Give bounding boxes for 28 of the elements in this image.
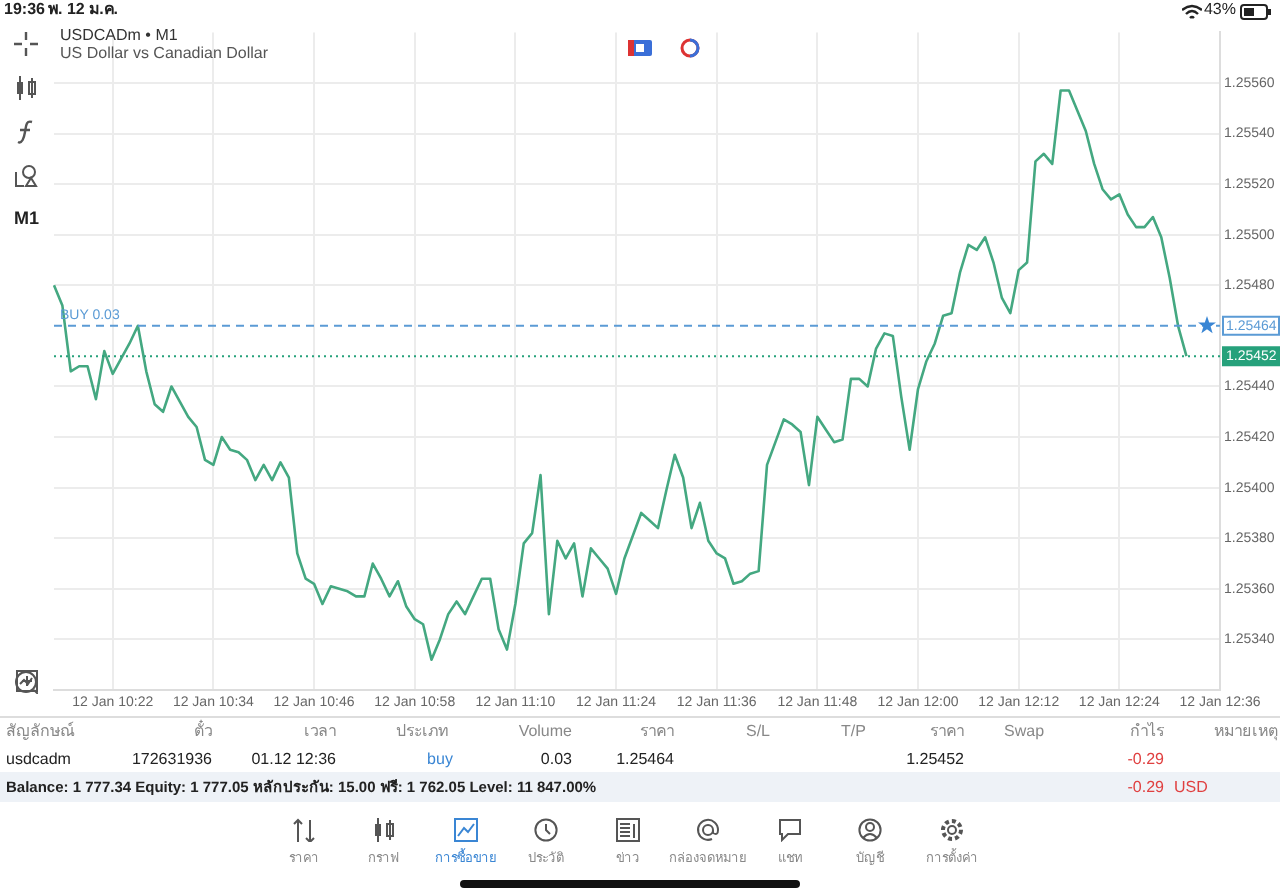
text: 0.03: [540, 750, 572, 770]
text: S/L: [745, 722, 770, 742]
chart-title: USDCADm • M1: [60, 26, 178, 46]
text: 1.25464: [616, 750, 674, 768]
text: -0.29: [1127, 750, 1164, 770]
text: ตั๋ว: [194, 722, 212, 742]
text: เวลา: [304, 722, 336, 742]
text: 1.25452: [906, 750, 964, 768]
text: กำไร: [1130, 722, 1164, 742]
text: US Dollar vs Canadian Dollar: [60, 44, 269, 64]
text: 172631936: [131, 750, 212, 770]
text: 19:36: [4, 0, 45, 20]
text: Swap: [1004, 722, 1045, 742]
text: USD: [1174, 778, 1208, 798]
text: หมายเหตุ: [1214, 722, 1278, 742]
text: ประเภท: [396, 722, 448, 742]
text: ราคา: [640, 722, 674, 742]
text: Volume: [518, 722, 572, 742]
text: M1: [14, 208, 40, 228]
text: -0.29: [1127, 778, 1164, 798]
text: T/P: [841, 722, 866, 742]
text: usdcadm: [6, 750, 71, 770]
text: 43%: [1203, 0, 1236, 20]
text: สัญลักษณ์: [6, 722, 74, 742]
text: 01.12 12:36: [251, 750, 336, 770]
text: พ. 12 ม.ค.: [48, 0, 119, 20]
text: buy: [427, 750, 453, 770]
text: ราคา: [930, 722, 964, 742]
